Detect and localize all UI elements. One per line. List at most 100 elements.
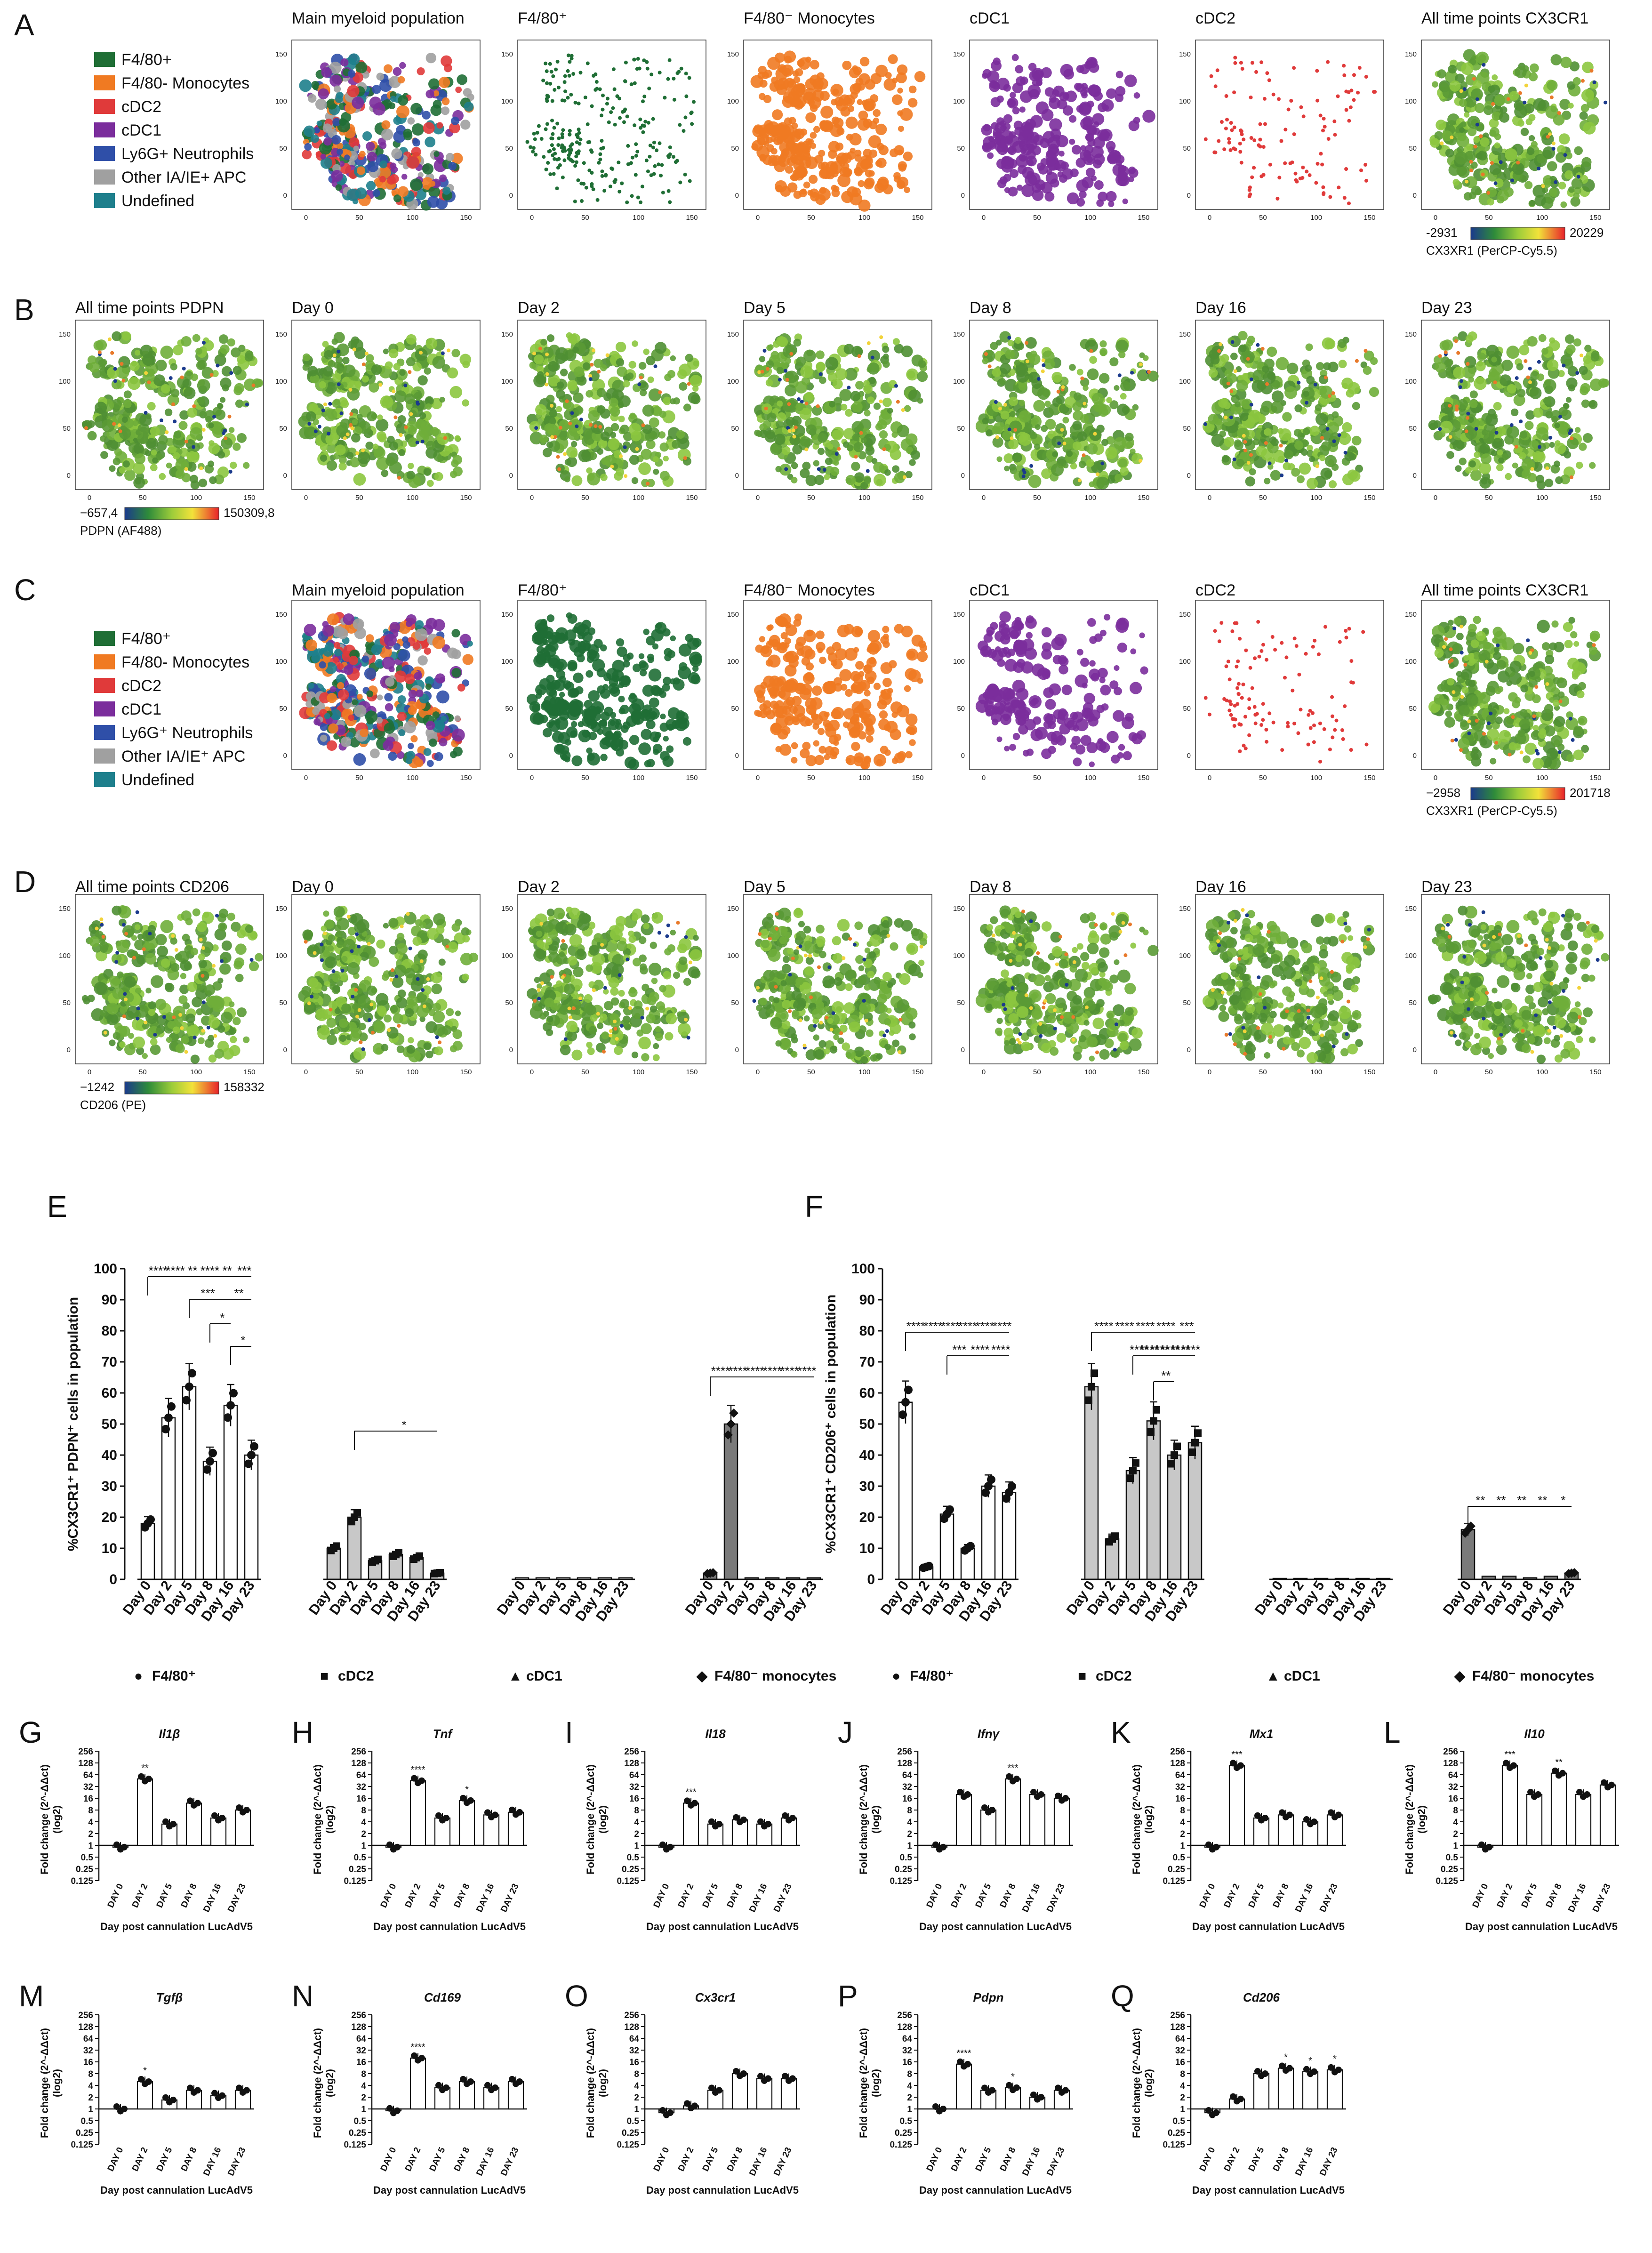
tsne-point	[316, 121, 322, 127]
tsne-point	[605, 353, 609, 357]
tsne-point	[1481, 172, 1485, 177]
tsne-point	[1530, 63, 1539, 73]
tsne-point	[1472, 80, 1482, 89]
tsne-point	[1438, 354, 1442, 358]
tsne-point	[1580, 104, 1589, 113]
tsne-point	[670, 635, 676, 642]
tsne-point	[1494, 178, 1504, 188]
tsne-point	[766, 360, 774, 369]
tsne-point	[1044, 87, 1055, 97]
tsne-point	[813, 460, 819, 467]
tsne-point	[419, 412, 426, 419]
tsne-point	[1336, 94, 1340, 98]
tsne-point	[606, 97, 609, 101]
tsne-point	[1437, 69, 1446, 79]
tsne-point	[443, 436, 447, 440]
tsne-point	[1529, 440, 1540, 451]
tsne-point	[690, 122, 694, 126]
tsne-point	[1445, 70, 1458, 83]
tsne-point	[1352, 402, 1361, 410]
tsne-point	[1080, 414, 1089, 423]
tsne-point	[829, 401, 836, 408]
tsne-point	[1259, 174, 1264, 178]
tsne-point	[410, 103, 422, 115]
tsne-point	[1060, 64, 1074, 77]
tsne-point	[1543, 379, 1556, 392]
tsne-point	[1294, 178, 1298, 182]
tsne-point	[566, 96, 570, 100]
tsne-point	[671, 155, 675, 159]
tsne-point	[228, 470, 233, 474]
tsne-x-tick: 50	[355, 494, 363, 502]
tsne-point	[546, 334, 555, 342]
tsne-point	[399, 62, 406, 69]
tsne-point	[238, 345, 246, 352]
tsne-point	[535, 131, 539, 135]
tsne-point	[1018, 433, 1032, 446]
tsne-point	[1224, 369, 1233, 378]
tsne-point	[690, 110, 694, 114]
tsne-x-tick: 150	[686, 214, 698, 222]
panel-label-B: B	[14, 293, 34, 327]
tsne-point	[1069, 364, 1076, 371]
tsne-point	[150, 464, 158, 472]
tsne-point	[128, 377, 141, 390]
tsne-point	[1338, 360, 1347, 369]
tsne-point	[988, 136, 994, 142]
tsne-point	[547, 641, 559, 652]
tsne-point	[798, 83, 805, 91]
tsne-point	[784, 50, 796, 63]
tsne-point	[323, 137, 332, 146]
tsne-point	[319, 381, 326, 389]
tsne-point	[1099, 348, 1108, 356]
tsne-point	[635, 150, 640, 154]
tsne-point	[327, 613, 339, 626]
tsne-point	[1279, 139, 1283, 143]
tsne-point	[398, 449, 406, 457]
tsne-point	[660, 471, 670, 481]
tsne-point	[1035, 80, 1043, 86]
tsne-point	[1299, 105, 1303, 109]
tsne-point	[1271, 438, 1279, 446]
tsne-point	[792, 444, 802, 455]
tsne-point	[1033, 70, 1043, 79]
tsne-point	[791, 462, 798, 469]
tsne-point	[635, 447, 639, 451]
tsne-point	[1470, 161, 1478, 169]
tsne-point	[672, 97, 676, 102]
tsne-point	[1560, 201, 1567, 208]
tsne-point	[426, 480, 434, 487]
tsne-point	[1016, 154, 1029, 168]
tsne-point	[184, 439, 188, 443]
tsne-point	[875, 423, 883, 431]
tsne-point	[378, 166, 391, 179]
tsne-point	[1284, 386, 1297, 399]
tsne-point	[1246, 461, 1251, 465]
tsne-point	[1442, 130, 1453, 142]
tsne-point	[600, 169, 604, 174]
tsne-point	[778, 378, 782, 382]
tsne-point	[827, 372, 838, 382]
tsne-point	[451, 649, 461, 659]
tsne-point	[819, 186, 826, 194]
tsne-point	[556, 406, 562, 412]
tsne-point	[1488, 85, 1495, 93]
tsne-point	[546, 441, 553, 449]
tsne-point	[416, 400, 419, 404]
tsne-point	[643, 628, 650, 636]
tsne-x-tick: 50	[1485, 214, 1493, 222]
tsne-point	[648, 388, 662, 402]
tsne-point	[840, 403, 848, 411]
tsne-point	[1117, 171, 1128, 182]
tsne-point	[1232, 125, 1236, 129]
tsne-x-tick: 50	[581, 494, 589, 502]
tsne-point	[555, 121, 560, 126]
tsne-point	[1515, 376, 1519, 380]
tsne-point	[1507, 384, 1516, 394]
tsne-point	[545, 81, 549, 85]
tsne-point	[1247, 188, 1251, 192]
tsne-point	[1570, 436, 1574, 441]
tsne-point	[545, 372, 549, 376]
tsne-point	[320, 443, 328, 451]
